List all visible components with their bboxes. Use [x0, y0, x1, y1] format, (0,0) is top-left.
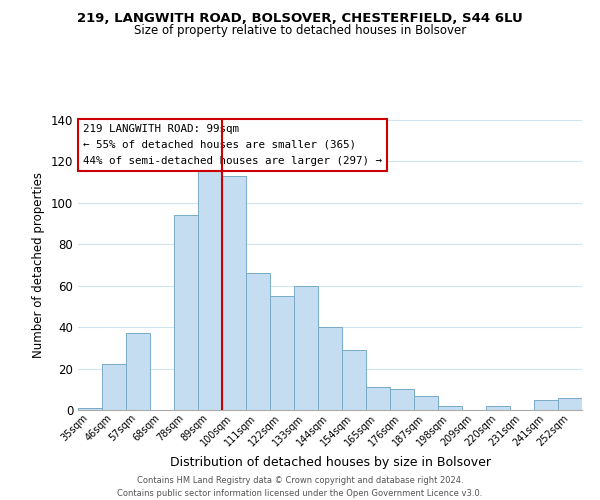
Bar	[390, 390, 414, 410]
Bar	[174, 216, 198, 410]
Bar	[486, 406, 510, 410]
Bar	[558, 398, 582, 410]
Bar	[126, 334, 150, 410]
X-axis label: Distribution of detached houses by size in Bolsover: Distribution of detached houses by size …	[170, 456, 491, 469]
Bar	[414, 396, 438, 410]
Text: 219 LANGWITH ROAD: 99sqm
← 55% of detached houses are smaller (365)
44% of semi-: 219 LANGWITH ROAD: 99sqm ← 55% of detach…	[83, 124, 382, 166]
Bar	[198, 166, 222, 410]
Bar	[438, 406, 462, 410]
Bar	[318, 327, 342, 410]
Bar	[534, 400, 558, 410]
Bar	[246, 274, 270, 410]
Bar	[294, 286, 318, 410]
Y-axis label: Number of detached properties: Number of detached properties	[32, 172, 45, 358]
Text: Size of property relative to detached houses in Bolsover: Size of property relative to detached ho…	[134, 24, 466, 37]
Bar	[78, 408, 102, 410]
Bar	[222, 176, 246, 410]
Text: 219, LANGWITH ROAD, BOLSOVER, CHESTERFIELD, S44 6LU: 219, LANGWITH ROAD, BOLSOVER, CHESTERFIE…	[77, 12, 523, 26]
Text: Contains HM Land Registry data © Crown copyright and database right 2024.
Contai: Contains HM Land Registry data © Crown c…	[118, 476, 482, 498]
Bar	[270, 296, 294, 410]
Bar	[342, 350, 366, 410]
Bar	[366, 387, 390, 410]
Bar	[102, 364, 126, 410]
